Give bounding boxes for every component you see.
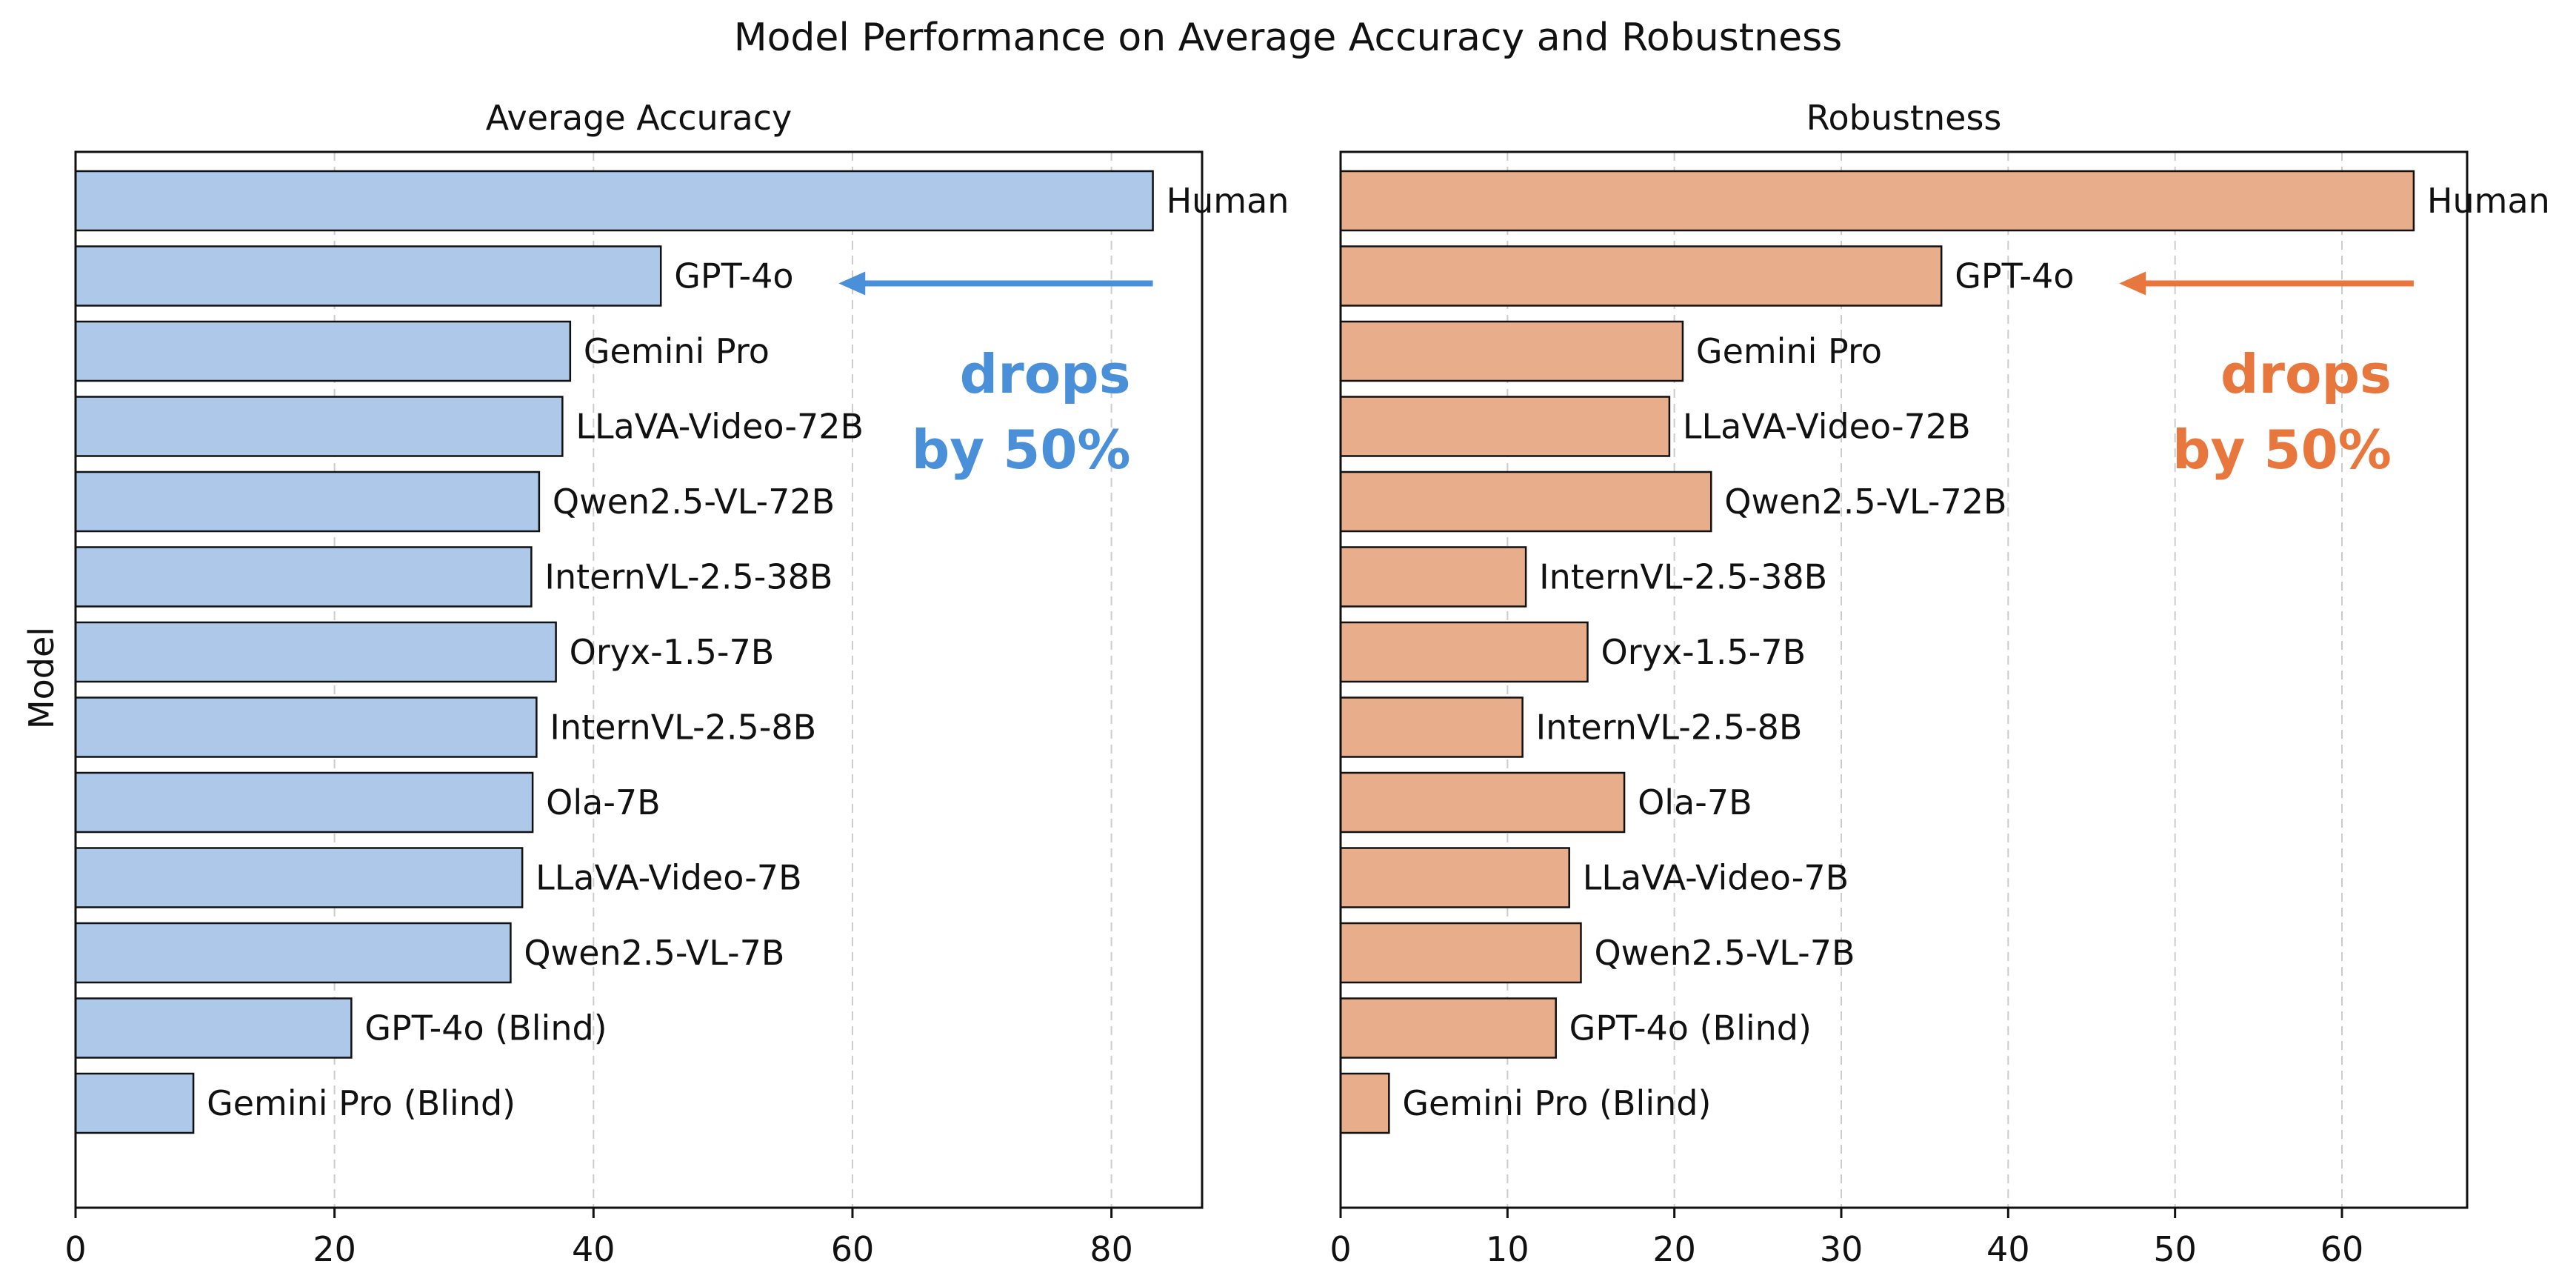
figure-title: Model Performance on Average Accuracy an… (734, 16, 1843, 60)
panel-1-x-tick-label: 0 (64, 1229, 86, 1269)
panel-2-annotation-arrow-head (2119, 271, 2146, 296)
y-axis-label: Model (21, 627, 61, 729)
panel-2-bar-label-qwen2-5-vl-7b: Qwen2.5-VL-7B (1594, 933, 1855, 973)
panel-1-x-tick-label: 40 (572, 1229, 615, 1269)
panel-1-bar-label-ola-7b: Ola-7B (546, 782, 661, 822)
panel-1-x-tick-label: 20 (313, 1229, 356, 1269)
panel-2-bar-label-gemini-pro-blind: Gemini Pro (Blind) (1402, 1083, 1711, 1123)
panel-1-bar-ola-7b (74, 771, 534, 834)
panel-1-bar-label-gemini-pro-blind: Gemini Pro (Blind) (207, 1083, 515, 1123)
panel-1-bar-qwen2-5-vl-7b (74, 922, 512, 984)
panel-1-bar-label-gemini-pro: Gemini Pro (584, 331, 770, 371)
panel-2-bar-qwen2-5-vl-72b (1339, 470, 1712, 533)
panel-2-bar-label-gpt-4o: GPT-4o (1955, 256, 2074, 296)
panel-2-annotation-line-1: drops (2220, 343, 2392, 405)
panel-1-bar-oryx-1-5-7b (74, 621, 557, 683)
panel-2-bar-internvl-2-5-38b (1339, 546, 1527, 608)
panel-1-axes-frame (74, 150, 1204, 1209)
panel-1-bar-gpt-4o (74, 245, 662, 307)
panel-1-annotation-arrow-head (838, 271, 866, 296)
panel-1-bar-internvl-2-5-38b (74, 546, 533, 608)
panel-1-bar-llava-video-7b (74, 847, 524, 908)
panel-1-title: Average Accuracy (486, 98, 793, 138)
panel-1-bar-label-human: Human (1167, 181, 1289, 221)
panel-2-x-tick-label: 50 (2153, 1229, 2197, 1269)
panel-2-bar-label-llava-video-7b: LLaVA-Video-7B (1583, 858, 1849, 898)
panel-2-bar-label-gpt-4o-blind: GPT-4o (Blind) (1569, 1008, 1812, 1048)
panel-2-annotation-line-2: by 50% (2172, 419, 2392, 481)
panel-2-bar-label-llava-video-72b: LLaVA-Video-72B (1683, 407, 1971, 447)
panel-2-bar-label-qwen2-5-vl-72b: Qwen2.5-VL-72B (1724, 482, 2006, 522)
panel-2-bar-gemini-pro-blind (1339, 1072, 1390, 1134)
panel-2-bar-label-gemini-pro: Gemini Pro (1696, 331, 1882, 371)
panel-1-annotation-line-1: drops (960, 343, 1131, 405)
panel-2-bar-label-internvl-2-5-8b: InternVL-2.5-8B (1536, 708, 1803, 748)
panel-1-bar-gpt-4o-blind (74, 997, 353, 1059)
panel-2-x-tick-label: 30 (1820, 1229, 1863, 1269)
panel-2-bar-gpt-4o (1339, 245, 1943, 307)
panel-1-bar-gemini-pro (74, 320, 572, 382)
panel-2-bar-label-oryx-1-5-7b: Oryx-1.5-7B (1601, 632, 1806, 672)
panel-1-bar-label-oryx-1-5-7b: Oryx-1.5-7B (570, 632, 775, 672)
panel-1-bar-label-gpt-4o: GPT-4o (674, 256, 793, 296)
panel-2-x-tick-label: 60 (2320, 1229, 2364, 1269)
panel-1-bar-human (74, 170, 1154, 232)
panel-2-x-tick-label: 20 (1652, 1229, 1696, 1269)
panel-1-bar-label-gpt-4o-blind: GPT-4o (Blind) (364, 1008, 607, 1048)
panel-1-bar-label-llava-video-72b: LLaVA-Video-72B (575, 407, 864, 447)
chart-panels: Average Accuracy Human GPT-4o Gemini Pro LLa… (64, 98, 2549, 1269)
panel-1-bar-label-internvl-2-5-38b: InternVL-2.5-38B (544, 557, 832, 597)
panel-1-group: Average Accuracy Human GPT-4o Gemini Pro LLa… (64, 98, 1289, 1269)
panel-2-bar-llava-video-72b (1339, 396, 1671, 457)
panel-2-axes-frame (1339, 150, 2469, 1209)
panel-2-bar-label-ola-7b: Ola-7B (1638, 782, 1752, 822)
panel-2-bar-human (1339, 170, 2415, 232)
panel-2-group: Robustness Human GPT-4o Gemini Pro LLaVA-Vid… (1329, 98, 2549, 1269)
panel-1-bar-label-qwen2-5-vl-72b: Qwen2.5-VL-72B (553, 482, 835, 522)
panel-2-bar-gemini-pro (1339, 320, 1684, 382)
panel-2-bar-internvl-2-5-8b (1339, 696, 1524, 758)
panel-1-bar-label-qwen2-5-vl-7b: Qwen2.5-VL-7B (524, 933, 784, 973)
panel-2-bar-label-internvl-2-5-38b: InternVL-2.5-38B (1539, 557, 1827, 597)
panel-2-x-tick-label: 0 (1329, 1229, 1351, 1269)
panel-1-bar-qwen2-5-vl-72b (74, 470, 541, 533)
panel-1-bar-llava-video-72b (74, 396, 564, 457)
panel-1-x-tick-label: 80 (1090, 1229, 1133, 1269)
panel-1-bar-internvl-2-5-8b (74, 696, 538, 758)
panel-2-bar-oryx-1-5-7b (1339, 621, 1589, 683)
panel-2-title: Robustness (1806, 98, 2002, 138)
panel-2-x-tick-label: 40 (1986, 1229, 2030, 1269)
panel-1-x-tick-label: 60 (831, 1229, 875, 1269)
panel-2-bar-label-human: Human (2427, 181, 2550, 221)
panel-2-bar-gpt-4o-blind (1339, 997, 1557, 1059)
panel-1-annotation-line-2: by 50% (912, 419, 1131, 481)
panel-2-bar-llava-video-7b (1339, 847, 1570, 908)
panel-2-bar-ola-7b (1339, 771, 1626, 834)
panel-1-bar-label-llava-video-7b: LLaVA-Video-7B (535, 858, 802, 898)
panel-2-x-tick-label: 10 (1486, 1229, 1529, 1269)
panel-2-bar-qwen2-5-vl-7b (1339, 922, 1582, 984)
panel-1-bar-gemini-pro-blind (74, 1072, 195, 1134)
panel-1-bar-label-internvl-2-5-8b: InternVL-2.5-8B (550, 708, 816, 748)
